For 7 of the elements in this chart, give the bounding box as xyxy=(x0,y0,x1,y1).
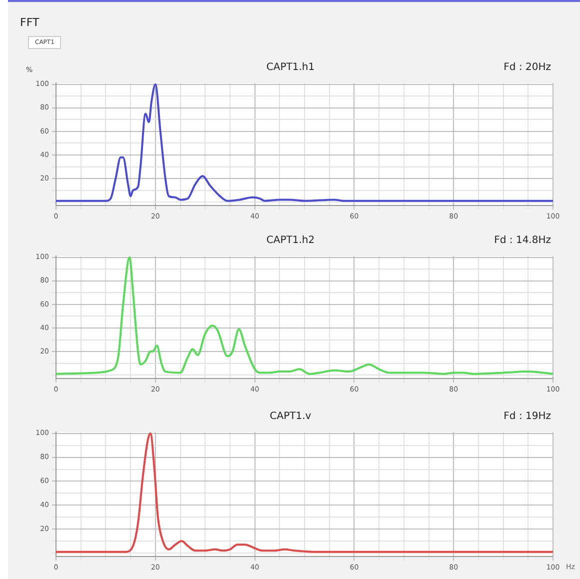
chart-title: CAPT1.h1 xyxy=(266,62,315,73)
text: Fd : 14.8Hz xyxy=(494,235,551,246)
text: Fd : 20Hz xyxy=(504,62,551,73)
text: Fd : 19Hz xyxy=(504,411,551,422)
text: FFT xyxy=(20,16,40,29)
chart-title: CAPT1.v xyxy=(270,411,312,422)
chart-title: CAPT1.h2 xyxy=(266,235,315,246)
